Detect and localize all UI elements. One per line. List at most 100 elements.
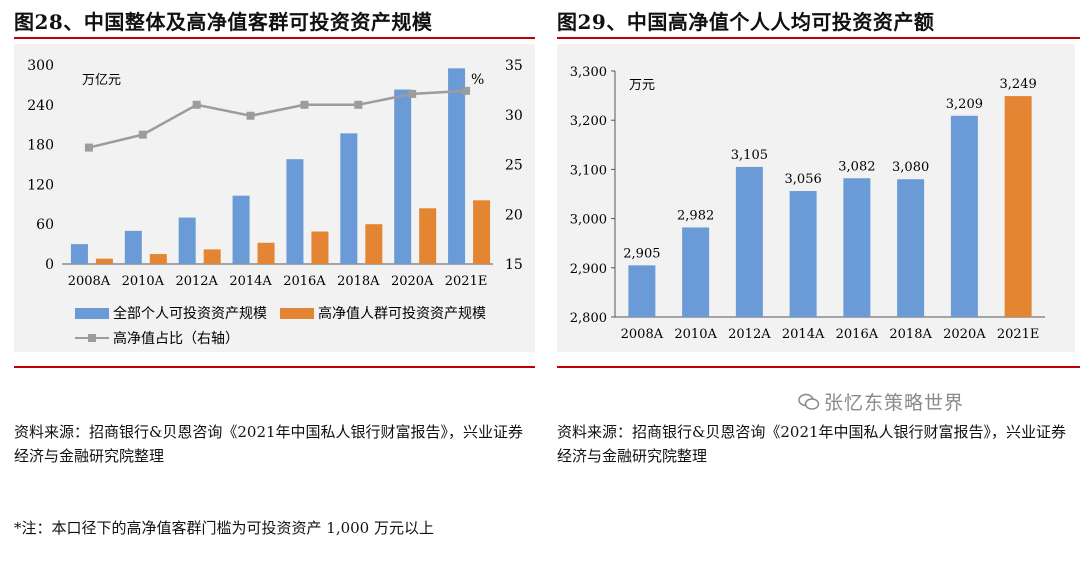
left-y-tick-label: 0 [45,257,54,273]
left-chart: 0 60 120 180 240 300 15 20 25 30 35 2008A 2010A 2012A… [27,58,523,347]
left-x-tick-label: 2008A [68,274,111,289]
right-x-tick-label: 2010A [674,327,717,342]
left-source-rule [14,366,535,368]
bar-per-capita-assets [682,227,710,317]
left-chart-panel: 图28、中国整体及高净值客群可投资资产规模 0 60 120 180 240 300 15 2… [0,0,535,537]
right-x-tick-label: 2016A [836,327,879,342]
left-y-tick-label: 180 [27,138,54,154]
point-hnw-ratio [300,100,309,109]
right-unit-label: 万元 [629,78,655,93]
bar-hnw-assets [203,249,221,264]
bar-total-assets [448,68,466,264]
left-x-tick-label: 2010A [122,274,165,289]
left-y-tick-label: 60 [36,217,54,233]
left-legend: 全部个人可投资资产规模 高净值人群可投资资产规模 高净值占比（右轴） [75,305,486,347]
legend-label-hnw: 高净值人群可投资资产规模 [318,305,486,322]
right-x-tick-label: 2014A [782,327,825,342]
bar-total-assets [286,159,304,264]
right-y-tick-label: 3,100 [570,163,607,178]
wechat-icon [798,393,820,410]
bar-data-label: 3,249 [1000,77,1037,92]
right-title-rule [557,37,1080,39]
left-x-tick-label: 2012A [175,274,218,289]
point-hnw-ratio [84,143,93,152]
right-x-tick-label: 2008A [621,327,664,342]
point-hnw-ratio [138,130,147,139]
line-hnw-ratio [88,89,467,149]
right-y-tick-label: 35 [505,58,523,74]
bar-data-label: 3,082 [838,159,875,174]
left-y-tick-label: 120 [27,177,54,193]
left-x-tick-label: 2021E [445,274,488,289]
right-chart-panel: 图29、中国高净值个人人均可投资资产额 2,800 2,900 3,000 3,100… [553,0,1080,465]
bar-hnw-assets [365,224,383,264]
legend-label-total: 全部个人可投资资产规模 [113,305,267,322]
bar-per-capita-assets [628,265,656,317]
bar-data-label: 2,982 [677,208,714,223]
bar-total-assets [394,89,412,264]
bar-hnw-assets [149,254,167,264]
right-y-tick-label: 25 [505,158,523,174]
right-y-tick-label: 3,200 [570,114,607,129]
bar-per-capita-assets [789,191,817,317]
bar-per-capita-assets [950,115,978,317]
bar-per-capita-assets [1004,96,1032,317]
left-note-text: *注：本口径下的高净值客群门槛为可投资资产 1,000 万元以上 [14,519,434,537]
bar-per-capita-assets [735,166,763,317]
bar-total-assets [340,133,358,264]
left-chart-title: 图28、中国整体及高净值客群可投资资产规模 [14,10,433,34]
point-hnw-ratio [354,100,363,109]
point-hnw-ratio [408,89,417,98]
bar-data-label: 3,080 [892,160,929,175]
bar-hnw-assets [95,258,113,264]
bar-data-label: 3,105 [731,148,768,163]
right-y-tick-label: 15 [505,257,523,273]
right-y-tick-label: 3,300 [570,65,607,80]
right-x-tick-label: 2020A [943,327,986,342]
legend-swatch-hnw [280,308,314,319]
bar-hnw-assets [311,231,329,264]
left-percent-label: % [471,72,484,88]
right-x-tick-label: 2018A [889,327,932,342]
left-x-tick-label: 2014A [229,274,272,289]
left-x-tick-label: 2018A [337,274,380,289]
left-y-tick-label: 300 [27,58,54,74]
right-y-tick-label: 2,800 [570,311,607,326]
bar-total-assets [124,230,142,264]
right-y-tick-label: 2,900 [570,262,607,277]
point-hnw-ratio [192,100,201,109]
legend-marker-ratio [88,334,96,342]
bar-data-label: 2,905 [623,246,660,261]
point-hnw-ratio [246,111,255,120]
bar-data-label: 3,209 [946,97,983,112]
left-x-tick-label: 2020A [391,274,434,289]
bar-data-label: 3,056 [785,172,822,187]
right-y-tick-label: 3,000 [570,213,607,228]
bar-hnw-assets [473,200,491,264]
watermark-text: 张忆东策略世界 [824,392,965,414]
bar-total-assets [178,217,196,264]
bar-hnw-assets [419,208,437,264]
left-unit-label: 万亿元 [82,73,121,88]
bar-total-assets [70,244,88,264]
bar-total-assets [232,195,250,264]
left-x-tick-label: 2016A [283,274,326,289]
left-y-tick-label: 240 [27,98,54,114]
right-x-tick-label: 2012A [728,327,771,342]
right-chart-title: 图29、中国高净值个人人均可投资资产额 [557,10,935,34]
right-y-tick-label: 20 [505,207,523,223]
point-hnw-ratio [462,86,471,95]
right-chart: 2,800 2,900 3,000 3,100 3,200 3,300 2008A 2010A… [570,65,1045,342]
right-source-rule [557,366,1080,368]
left-title-rule [14,37,535,39]
watermark: 张忆东策略世界 [798,388,964,415]
left-source-block: 资料来源：招商银行&贝恩咨询《2021年中国私人银行财富报告》，兴业证券经济与金… [14,372,524,588]
bar-per-capita-assets [897,179,925,317]
right-y-tick-label: 30 [505,108,523,124]
legend-label-ratio: 高净值占比（右轴） [113,330,239,347]
right-x-tick-label: 2021E [997,327,1040,342]
left-source-text: 资料来源：招商银行&贝恩咨询《2021年中国私人银行财富报告》，兴业证券经济与金… [14,423,524,465]
legend-swatch-total [75,308,109,319]
bar-per-capita-assets [843,178,871,317]
bar-hnw-assets [257,242,275,264]
